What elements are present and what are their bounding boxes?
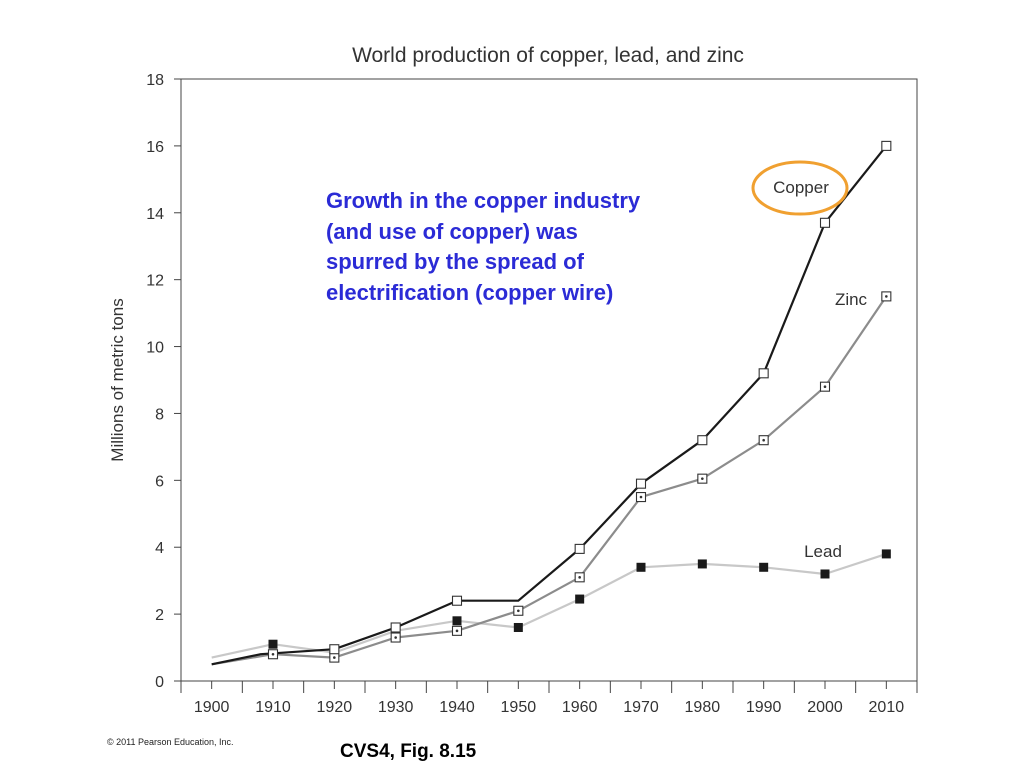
- data-point-copper: [390, 622, 401, 633]
- x-tick-label: 1900: [194, 699, 230, 716]
- copyright-notice: © 2011 Pearson Education, Inc.: [107, 737, 234, 747]
- data-point-lead: [759, 562, 769, 572]
- y-tick-label: 10: [146, 340, 164, 357]
- annotation-text: Growth in the copper industry (and use o…: [326, 186, 706, 308]
- data-point-copper: [881, 140, 892, 151]
- data-point-lead: [513, 622, 523, 632]
- data-point-copper: [329, 644, 340, 655]
- x-tick-label: 2000: [807, 699, 843, 716]
- y-tick-label: 4: [155, 540, 164, 557]
- chart-title: World production of copper, lead, and zi…: [352, 44, 744, 67]
- x-tick-label: 1990: [746, 699, 782, 716]
- data-point-dot: [455, 629, 459, 633]
- x-tick-label: 2010: [869, 699, 905, 716]
- y-tick-label: 14: [146, 206, 164, 223]
- data-point-dot: [639, 495, 643, 499]
- y-tick-label: 12: [146, 273, 164, 290]
- data-point-lead: [636, 562, 646, 572]
- annotation-line: spurred by the spread of: [326, 249, 584, 274]
- data-point-dot: [578, 576, 581, 579]
- data-point-lead: [881, 549, 891, 559]
- data-point-lead: [820, 569, 830, 579]
- x-tick-label: 1980: [685, 699, 721, 716]
- data-point-copper: [697, 435, 708, 446]
- x-tick-label: 1950: [501, 699, 537, 716]
- data-point-dot: [333, 656, 336, 659]
- y-tick-label: 18: [146, 72, 164, 89]
- figure-reference: CVS4, Fig. 8.15: [340, 741, 477, 762]
- x-tick-label: 1940: [439, 699, 475, 716]
- data-point-copper: [451, 595, 463, 606]
- y-tick-label: 0: [155, 674, 164, 691]
- y-tick-label: 6: [155, 473, 164, 490]
- data-point-copper: [819, 217, 831, 228]
- plot-frame: [180, 78, 918, 682]
- data-point-lead: [697, 559, 707, 569]
- series-line-lead: [211, 552, 887, 659]
- y-tick-label: 2: [155, 607, 164, 624]
- series-label-copper: Copper: [773, 178, 829, 197]
- x-tick-label: 1930: [378, 699, 414, 716]
- data-point-dot: [517, 609, 520, 613]
- data-point-copper: [574, 543, 585, 554]
- data-point-dot: [271, 652, 275, 656]
- x-tick-label: 1960: [562, 699, 598, 716]
- copper-highlight-ellipse: [751, 160, 849, 216]
- data-point-lead: [452, 616, 462, 626]
- series-labels: Copper Zinc Lead: [751, 160, 868, 561]
- data-point-dot: [701, 477, 704, 480]
- series-layer: [211, 140, 892, 666]
- x-tick-label: 1920: [317, 699, 353, 716]
- series-label-zinc: Zinc: [835, 290, 868, 309]
- series-line-copper: [211, 145, 888, 666]
- axes: 0 2 4 6 8 10 12 14 16 18 1900 1910 1920 1930 1940 1950 1…: [146, 72, 918, 716]
- data-point-copper: [635, 478, 647, 489]
- data-point-lead: [575, 594, 585, 604]
- annotation-line: Growth in the copper industry: [326, 188, 641, 213]
- series-label-lead: Lead: [804, 542, 842, 561]
- y-tick-label: 8: [155, 406, 164, 423]
- y-axis-label: Millions of metric tons: [108, 298, 127, 461]
- series-line-zinc: [211, 295, 888, 666]
- data-point-dot: [394, 636, 397, 639]
- x-tick-label: 1970: [623, 699, 659, 716]
- data-point-dot: [885, 295, 888, 298]
- annotation-line: electrification (copper wire): [326, 279, 614, 305]
- y-tick-label: 16: [146, 139, 164, 156]
- data-point-lead: [268, 639, 278, 649]
- annotation-line: (and use of copper) was: [326, 218, 578, 244]
- x-tick-label: 1910: [255, 699, 291, 716]
- data-point-dot: [762, 438, 765, 442]
- data-point-copper: [758, 368, 769, 379]
- data-point-dot: [823, 385, 827, 388]
